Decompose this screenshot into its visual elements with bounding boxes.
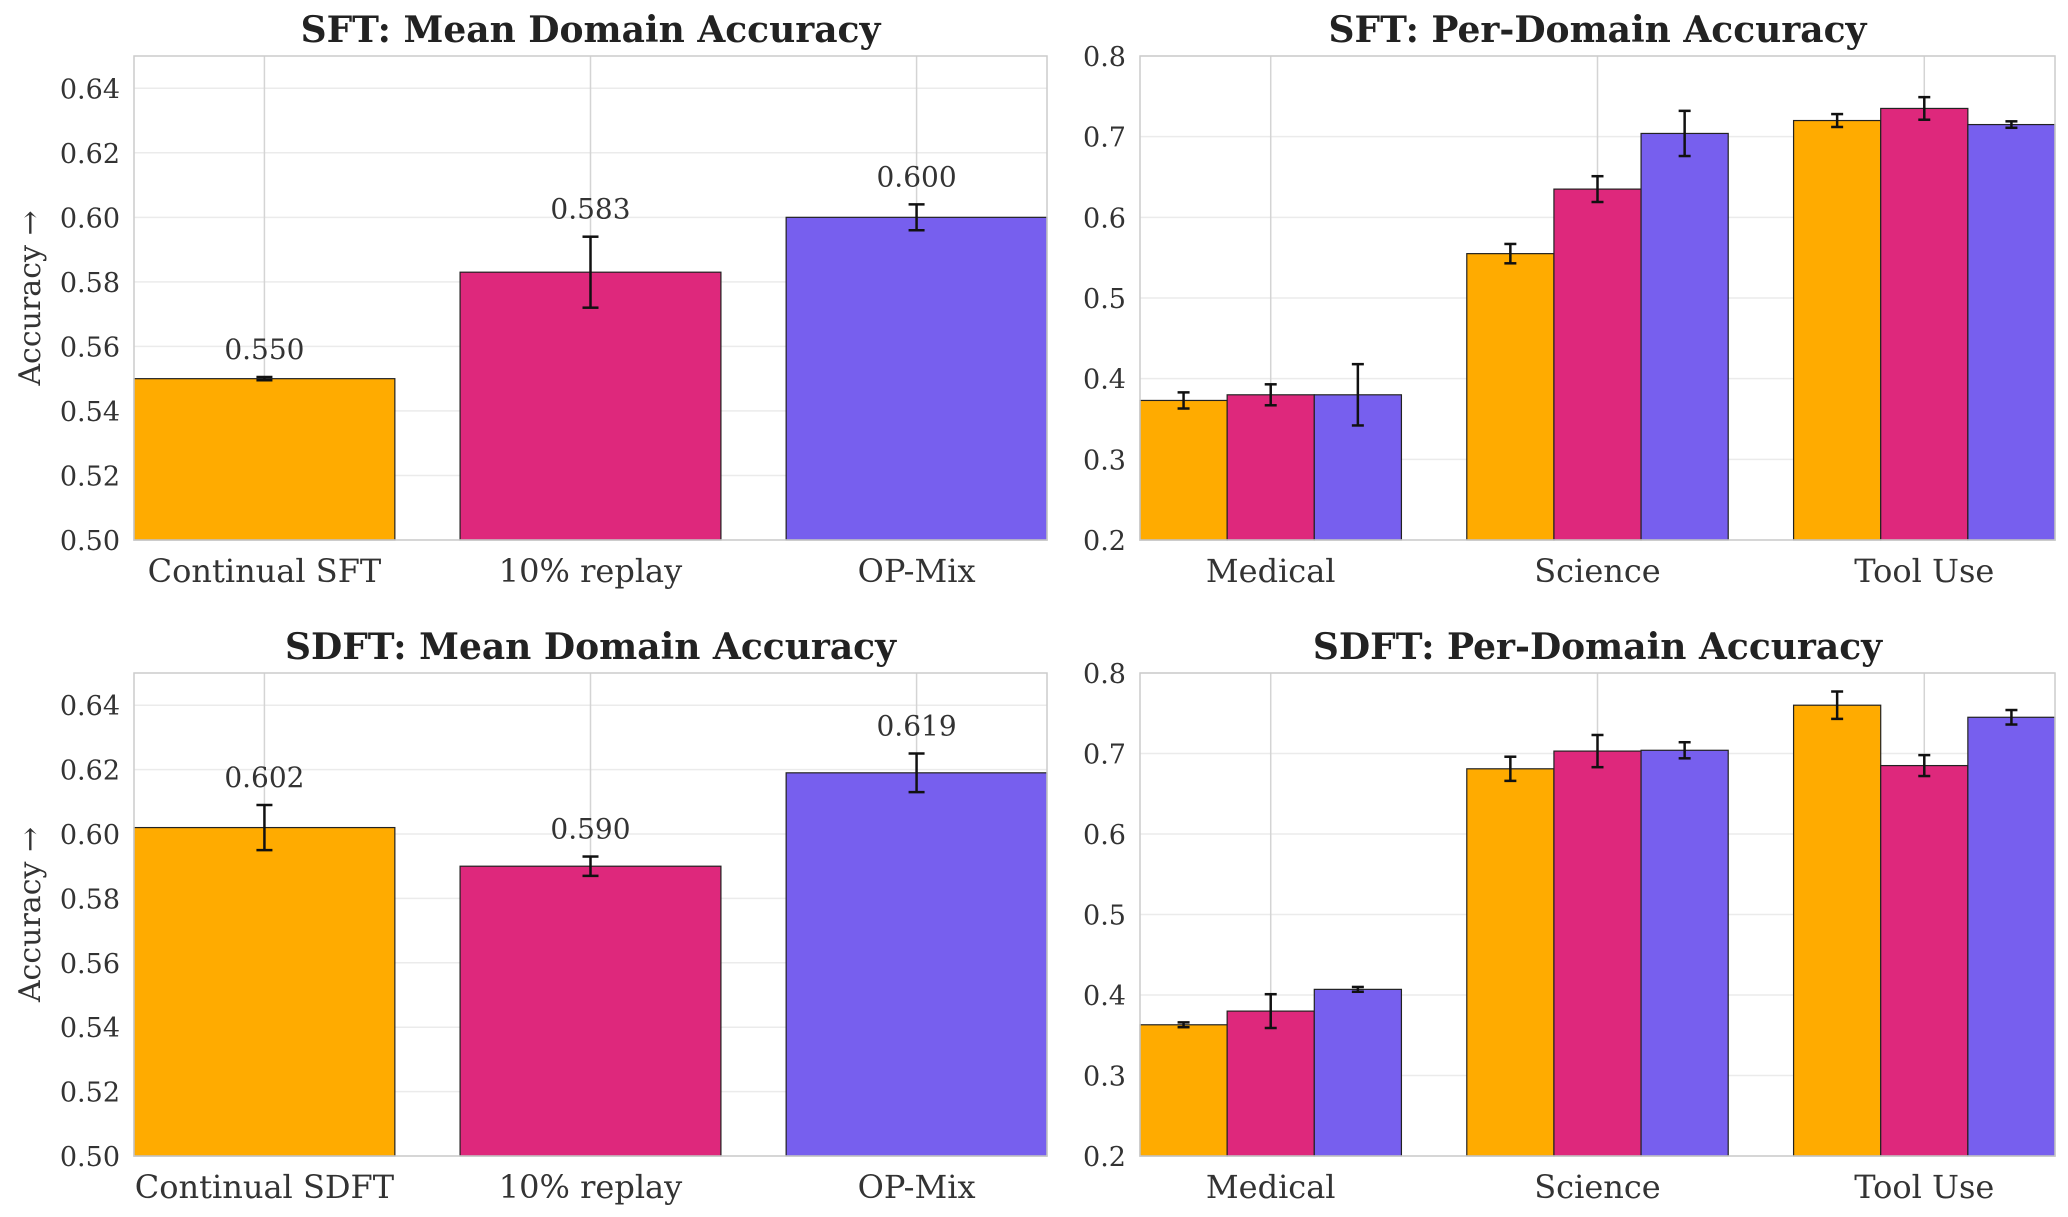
y-tick-label: 0.4 <box>1083 365 1126 396</box>
y-tick-label: 0.60 <box>60 203 120 234</box>
plot-frame <box>133 672 1048 1157</box>
x-tick-label: Tool Use <box>1854 1168 1994 1206</box>
data-label: 0.602 <box>224 761 304 794</box>
bar-10-replay <box>459 271 722 541</box>
bar-series-3-tool-use <box>1967 123 2056 541</box>
bar-series-3-science <box>1640 132 1729 541</box>
x-tick-label: OP-Mix <box>858 552 976 590</box>
y-tick-label: 0.52 <box>60 461 120 492</box>
x-tick-label: Medical <box>1206 1168 1336 1206</box>
y-tick-label: 0.3 <box>1083 445 1126 476</box>
y-axis-label: Accuracy → <box>13 827 48 1003</box>
y-tick-label: 0.56 <box>60 332 120 363</box>
x-tick-label: Continual SFT <box>148 552 382 590</box>
bar-series-1-tool-use <box>1792 119 1882 541</box>
y-tick-label: 0.5 <box>1083 284 1126 315</box>
y-tick-label: 0.54 <box>60 1013 120 1044</box>
chart-title: SFT: Per-Domain Accuracy <box>1329 9 1868 51</box>
bar-series-1-tool-use <box>1792 704 1882 1157</box>
chart-panel-4: 0.2 0.3 0.4 0.5 0.6 0.7 0.8 Medical Science Tool … <box>1083 626 2056 1206</box>
bar-10-replay <box>459 865 722 1157</box>
x-tick-label: Continual SDFT <box>135 1168 395 1206</box>
y-tick-label: 0.5 <box>1083 901 1126 932</box>
y-tick-label: 0.7 <box>1083 123 1126 154</box>
bar-series-2-tool-use <box>1880 107 1969 541</box>
y-tick-label: 0.58 <box>60 268 120 299</box>
bar-series-3-medical <box>1313 988 1403 1157</box>
y-tick-label: 0.60 <box>60 820 120 851</box>
x-tick-label: Medical <box>1206 552 1336 590</box>
bar-series-2-tool-use <box>1880 764 1969 1157</box>
y-tick-label: 0.8 <box>1083 42 1126 73</box>
y-tick-label: 0.50 <box>60 526 120 557</box>
x-tick-label: Science <box>1534 1168 1660 1206</box>
x-tick-label: OP-Mix <box>858 1168 976 1206</box>
bar-series-3-science <box>1640 749 1729 1157</box>
data-label: 0.619 <box>876 710 956 743</box>
y-tick-label: 0.2 <box>1083 526 1126 557</box>
plot-frame <box>1139 55 2056 541</box>
bar-series-1-science <box>1466 253 1555 541</box>
y-tick-label: 0.64 <box>60 74 120 105</box>
y-tick-label: 0.62 <box>60 139 120 170</box>
y-tick-label: 0.56 <box>60 949 120 980</box>
bar-series-2-science <box>1553 188 1642 541</box>
y-tick-label: 0.3 <box>1083 1062 1126 1093</box>
bar-continual-sdft <box>133 826 396 1157</box>
x-tick-label: Science <box>1534 552 1660 590</box>
bar-series-1-medical <box>1139 1024 1228 1157</box>
x-tick-label: 10% replay <box>499 552 682 590</box>
plot-frame <box>133 55 1048 541</box>
y-tick-label: 0.58 <box>60 884 120 915</box>
bar-series-2-medical <box>1226 394 1315 541</box>
chart-title: SDFT: Per-Domain Accuracy <box>1313 626 1883 668</box>
y-tick-label: 0.7 <box>1083 740 1126 771</box>
y-tick-label: 0.64 <box>60 691 120 722</box>
chart-title: SFT: Mean Domain Accuracy <box>301 9 882 51</box>
bar-series-2-medical <box>1226 1010 1315 1157</box>
y-tick-label: 0.62 <box>60 756 120 787</box>
bar-series-1-science <box>1466 768 1555 1157</box>
y-tick-label: 0.2 <box>1083 1142 1126 1173</box>
chart-title: SDFT: Mean Domain Accuracy <box>285 626 897 668</box>
x-tick-label: Tool Use <box>1854 552 1994 590</box>
bar-series-2-science <box>1553 750 1642 1157</box>
y-tick-label: 0.8 <box>1083 659 1126 690</box>
chart-panel-3: 0.602 0.590 0.619 0.50 0.52 0.54 0.56 0.58 0.60 0… <box>13 626 1048 1206</box>
y-tick-label: 0.50 <box>60 1142 120 1173</box>
y-axis-label: Accuracy → <box>13 210 48 386</box>
y-tick-label: 0.54 <box>60 397 120 428</box>
y-tick-label: 0.52 <box>60 1078 120 1109</box>
data-label: 0.550 <box>224 333 304 366</box>
data-label: 0.583 <box>550 193 630 226</box>
chart-panel-2: 0.2 0.3 0.4 0.5 0.6 0.7 0.8 Medical Science Tool … <box>1083 9 2056 590</box>
y-tick-label: 0.6 <box>1083 203 1126 234</box>
chart-panel-1: 0.550 0.583 0.600 0.50 0.52 0.54 0.56 0.58 0.60 0… <box>13 9 1048 590</box>
y-tick-label: 0.6 <box>1083 820 1126 851</box>
x-tick-label: 10% replay <box>499 1168 682 1206</box>
plot-frame <box>1139 672 2056 1157</box>
data-label: 0.600 <box>876 160 956 193</box>
data-label: 0.590 <box>550 813 630 846</box>
bar-op-mix <box>785 772 1048 1157</box>
bar-series-3-tool-use <box>1967 716 2056 1157</box>
bar-continual-sft <box>133 378 396 541</box>
y-tick-label: 0.4 <box>1083 981 1126 1012</box>
bar-op-mix <box>785 216 1048 541</box>
bar-series-1-medical <box>1139 399 1228 541</box>
